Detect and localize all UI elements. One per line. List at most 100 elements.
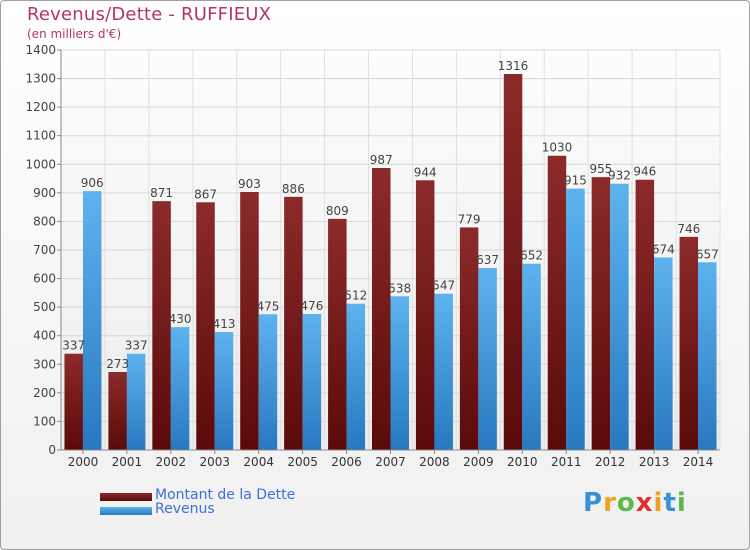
data-label-revenus-2005: 476 bbox=[300, 299, 323, 313]
x-tick-label: 2005 bbox=[287, 455, 318, 469]
data-label-dette-2010: 1316 bbox=[498, 59, 529, 73]
bar-revenus-2005 bbox=[302, 314, 322, 450]
x-tick-label: 2007 bbox=[375, 455, 406, 469]
data-label-revenus-2002: 430 bbox=[169, 312, 192, 326]
data-label-revenus-2014: 657 bbox=[696, 247, 719, 261]
y-tick-label: 100 bbox=[33, 414, 56, 428]
bar-dette-2000 bbox=[64, 353, 83, 450]
bar-dette-2013 bbox=[635, 179, 655, 450]
bar-dette-2002 bbox=[152, 201, 171, 450]
y-tick-label: 1200 bbox=[25, 100, 56, 114]
bar-revenus-2000 bbox=[82, 191, 102, 450]
data-label-dette-2011: 1030 bbox=[542, 141, 573, 155]
data-label-revenus-2008: 547 bbox=[432, 279, 455, 293]
x-tick-label: 2010 bbox=[507, 455, 538, 469]
x-tick-label: 2002 bbox=[156, 455, 187, 469]
y-tick-label: 900 bbox=[33, 186, 56, 200]
y-tick-label: 400 bbox=[33, 329, 56, 343]
data-label-revenus-2003: 413 bbox=[213, 317, 236, 331]
y-tick-label: 1100 bbox=[25, 129, 56, 143]
x-tick-label: 2003 bbox=[199, 455, 230, 469]
logo-letter: i bbox=[676, 488, 687, 518]
data-label-dette-2000: 337 bbox=[62, 339, 85, 353]
bar-revenus-2002 bbox=[170, 327, 190, 450]
data-label-revenus-2004: 475 bbox=[256, 299, 279, 313]
data-label-dette-2006: 809 bbox=[326, 204, 349, 218]
bar-dette-2005 bbox=[284, 196, 303, 450]
bar-dette-2012 bbox=[591, 177, 611, 450]
bar-revenus-2013 bbox=[654, 257, 673, 450]
logo-letter: i bbox=[653, 488, 664, 518]
x-tick-label: 2001 bbox=[112, 455, 143, 469]
y-tick-label: 600 bbox=[33, 272, 56, 286]
data-label-revenus-2010: 652 bbox=[520, 249, 543, 263]
bar-dette-2011 bbox=[547, 155, 567, 450]
y-tick-label: 1400 bbox=[25, 43, 56, 57]
bar-dette-2006 bbox=[328, 218, 347, 450]
chart-subtitle: (en milliers d'€) bbox=[27, 27, 122, 41]
y-tick-label: 800 bbox=[33, 214, 56, 228]
x-tick-label: 2008 bbox=[419, 455, 450, 469]
y-tick-label: 700 bbox=[33, 243, 56, 257]
data-label-revenus-2001: 337 bbox=[125, 339, 148, 353]
x-tick-label: 2006 bbox=[331, 455, 362, 469]
data-label-dette-2007: 987 bbox=[370, 153, 393, 167]
data-label-dette-2008: 944 bbox=[414, 165, 437, 179]
data-label-dette-2001: 273 bbox=[106, 357, 129, 371]
x-tick-label: 2000 bbox=[68, 455, 99, 469]
data-label-dette-2014: 746 bbox=[677, 222, 700, 236]
bar-revenus-2007 bbox=[390, 296, 409, 450]
bar-revenus-2004 bbox=[258, 314, 278, 450]
bar-revenus-2001 bbox=[126, 353, 146, 450]
y-tick-label: 500 bbox=[33, 300, 56, 314]
legend-label-debt: Montant de la Dette bbox=[155, 487, 296, 503]
bar-dette-2004 bbox=[240, 192, 259, 450]
data-label-dette-2013: 946 bbox=[633, 165, 656, 179]
legend-swatch-debt bbox=[100, 493, 152, 501]
bar-dette-2003 bbox=[196, 202, 215, 450]
x-tick-label: 2004 bbox=[243, 455, 274, 469]
data-label-revenus-2007: 538 bbox=[388, 281, 411, 295]
data-label-revenus-2011: 915 bbox=[564, 174, 587, 188]
bar-dette-2007 bbox=[372, 168, 391, 450]
bar-revenus-2012 bbox=[610, 183, 629, 450]
x-tick-label: 2012 bbox=[595, 455, 626, 469]
data-label-revenus-2012: 932 bbox=[608, 169, 631, 183]
y-tick-label: 200 bbox=[33, 386, 56, 400]
x-tick-label: 2011 bbox=[551, 455, 582, 469]
x-tick-label: 2013 bbox=[639, 455, 670, 469]
logo-letter: r bbox=[603, 488, 617, 518]
data-label-revenus-2009: 637 bbox=[476, 253, 499, 267]
bar-revenus-2010 bbox=[522, 263, 541, 450]
data-label-revenus-2006: 512 bbox=[344, 289, 367, 303]
data-label-revenus-2000: 906 bbox=[81, 176, 104, 190]
data-label-dette-2005: 886 bbox=[282, 182, 305, 196]
x-tick-label: 2009 bbox=[463, 455, 494, 469]
y-tick-label: 300 bbox=[33, 357, 56, 371]
bar-revenus-2011 bbox=[566, 188, 585, 451]
bar-dette-2008 bbox=[415, 180, 435, 451]
data-label-dette-2002: 871 bbox=[150, 186, 173, 200]
data-label-dette-2003: 867 bbox=[194, 187, 217, 201]
bar-revenus-2014 bbox=[698, 262, 717, 450]
bar-dette-2001 bbox=[108, 372, 127, 450]
y-tick-label: 1000 bbox=[25, 157, 56, 171]
data-label-dette-2009: 779 bbox=[458, 212, 481, 226]
data-label-revenus-2013: 674 bbox=[652, 242, 675, 256]
bar-dette-2014 bbox=[679, 236, 699, 450]
bar-revenus-2006 bbox=[346, 303, 366, 450]
y-tick-label: 1300 bbox=[25, 72, 56, 86]
bar-revenus-2009 bbox=[478, 268, 497, 450]
logo-letter: t bbox=[663, 488, 677, 518]
data-label-dette-2004: 903 bbox=[238, 177, 261, 191]
legend-swatch-revenus bbox=[100, 507, 152, 515]
logo-letter: o bbox=[616, 488, 636, 518]
proxiti-logo[interactable]: Proxiti bbox=[583, 488, 687, 518]
legend-label-revenus: Revenus bbox=[155, 501, 215, 517]
bar-dette-2009 bbox=[459, 227, 479, 450]
x-tick-label: 2014 bbox=[683, 455, 714, 469]
y-tick-label: 0 bbox=[48, 443, 56, 457]
data-label-dette-2012: 955 bbox=[589, 162, 612, 176]
bar-revenus-2008 bbox=[434, 293, 453, 450]
